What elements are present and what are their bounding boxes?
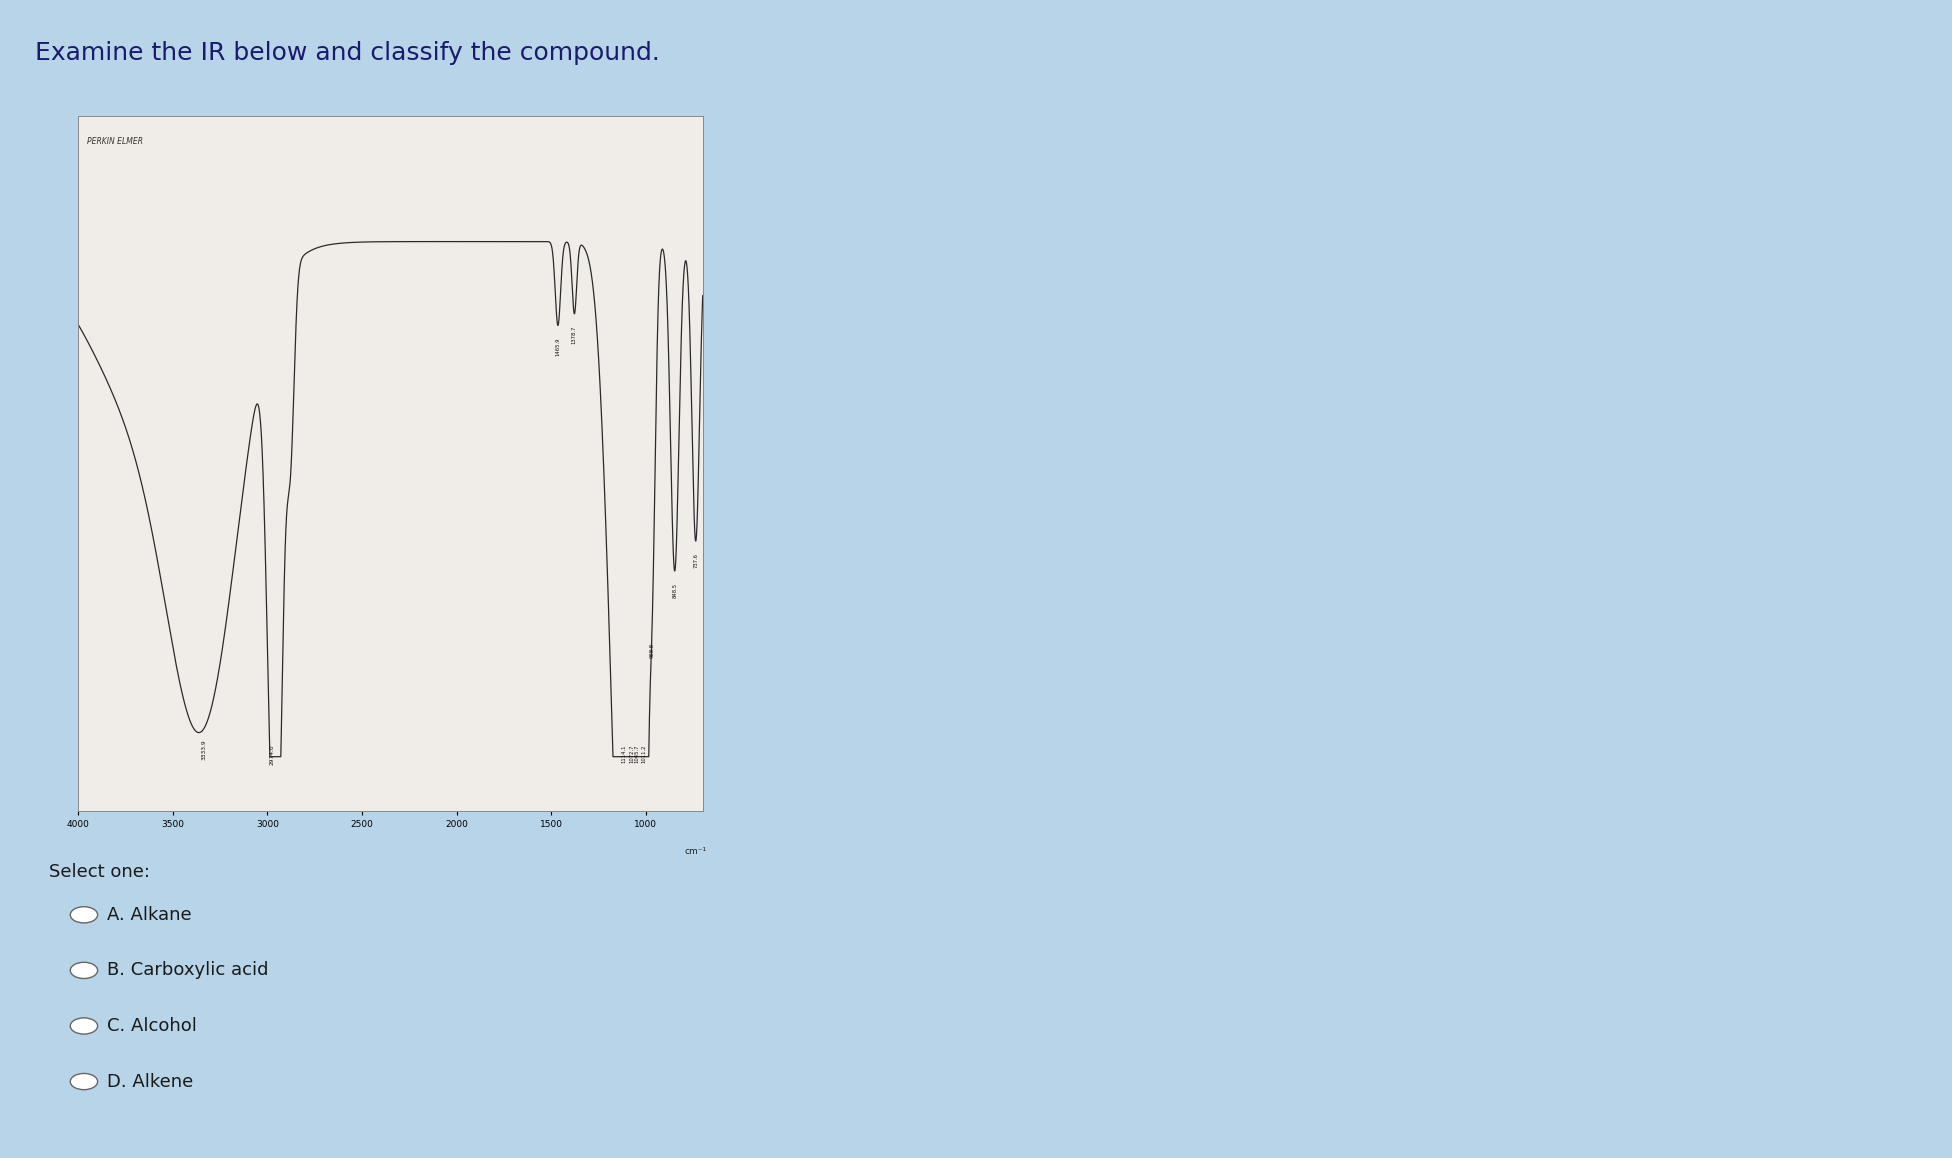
Text: cm⁻¹: cm⁻¹ [685,846,707,856]
Text: D. Alkene: D. Alkene [107,1072,193,1091]
Text: C. Alcohol: C. Alcohol [107,1017,197,1035]
Text: 1114.1: 1114.1 [623,745,627,763]
Text: 848.5: 848.5 [671,582,677,599]
Text: 1465.9: 1465.9 [556,337,560,356]
Text: Select one:: Select one: [49,863,150,881]
Text: Examine the IR below and classify the compound.: Examine the IR below and classify the co… [35,41,660,65]
Text: 3333.9: 3333.9 [201,740,207,761]
Text: A. Alkane: A. Alkane [107,906,191,924]
Text: 737.6: 737.6 [693,554,699,569]
Text: 1378.7: 1378.7 [572,325,578,344]
Text: 1072.7: 1072.7 [630,745,634,763]
Text: 968.8: 968.8 [650,644,654,659]
Text: 1011.2: 1011.2 [642,745,646,763]
Text: 2974.0: 2974.0 [269,745,275,765]
Text: B. Carboxylic acid: B. Carboxylic acid [107,961,269,980]
Text: PERKIN ELMER: PERKIN ELMER [88,137,142,146]
Text: 1045.7: 1045.7 [634,745,640,763]
